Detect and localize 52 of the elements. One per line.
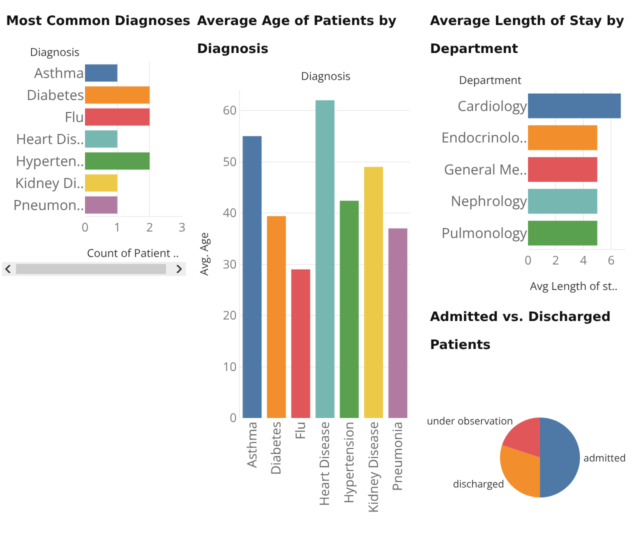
y-tick-label: 30 (222, 255, 237, 272)
y-tick-label: Kidney Di.. (15, 174, 84, 193)
chart-title: Most Common Diagnoses (6, 13, 192, 31)
bar (340, 200, 359, 418)
slice-label: under observation (426, 414, 513, 428)
y-tick-label: General Me.. (444, 160, 527, 180)
x-tick-label: Flu (290, 422, 309, 440)
y-tick-label: 60 (222, 102, 237, 119)
slice-label: admitted (584, 450, 626, 464)
x-tick-label: Diabetes (266, 422, 285, 475)
x-tick-label: Kidney Disease (364, 422, 382, 513)
y-axis-title: Avg. Age (197, 232, 212, 276)
y-tick-label: Asthma (34, 64, 84, 83)
y-tick-label: Pulmonology (441, 224, 528, 243)
bar (316, 100, 334, 418)
x-tick-label: 1 (114, 218, 121, 236)
x-axis-title: Avg Length of st.. (530, 279, 618, 294)
bar (291, 269, 310, 418)
bar (242, 136, 262, 418)
y-tick-label: Pneumon.. (13, 196, 84, 215)
x-tick-label: Pneumonia (388, 422, 406, 492)
bar (364, 166, 384, 418)
y-tick-label: Cardiology (458, 96, 528, 116)
bar (266, 216, 286, 418)
chart-title: Average Age of Patients by Diagnosis (197, 13, 398, 59)
x-axis-title: Diagnosis (301, 69, 350, 84)
y-tick-label: Endocrinolo.. (441, 128, 527, 148)
slice-label: discharged (453, 476, 504, 490)
y-tick-label: 20 (222, 306, 237, 324)
x-tick-label: Heart Disease (315, 422, 334, 506)
pie-slice (540, 418, 580, 498)
x-axis-title: Count of Patient .. (87, 246, 180, 261)
y-tick-label: Nephrology (450, 192, 528, 212)
y-tick-label: 10 (222, 358, 237, 375)
y-tick-label: Heart Dis.. (16, 130, 84, 149)
x-tick-label: 6 (608, 251, 615, 268)
x-tick-label: Hypertension (340, 422, 358, 504)
y-tick-label: Flu (64, 108, 84, 127)
x-tick-label: 3 (178, 218, 186, 236)
chart-title: Admitted vs. Discharged Patients (430, 309, 612, 355)
bar (388, 228, 408, 418)
y-tick-label: 0 (230, 409, 237, 426)
chart-title: Average Length of Stay by Department (430, 13, 626, 59)
y-tick-label: Hyperten.. (16, 152, 84, 171)
x-tick-label: 2 (552, 251, 560, 268)
y-tick-label: Diabetes (26, 86, 84, 105)
y-axis-title: Diagnosis (30, 45, 80, 60)
y-tick-label: 40 (222, 204, 237, 222)
y-tick-label: 50 (222, 152, 237, 170)
x-tick-label: 4 (580, 251, 587, 268)
y-axis-title: Department (459, 73, 522, 88)
x-tick-label: 2 (146, 218, 154, 236)
